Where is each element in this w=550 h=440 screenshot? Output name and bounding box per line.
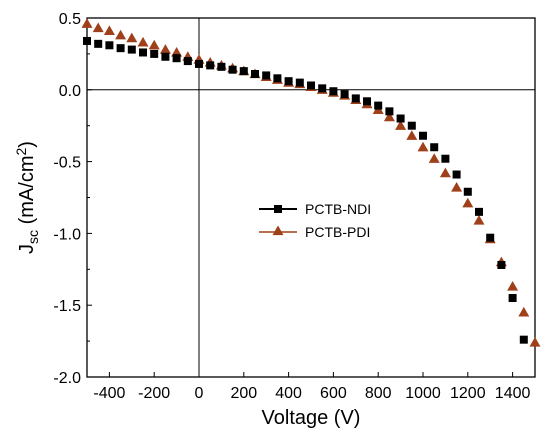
pctb-pdi-point bbox=[451, 182, 462, 192]
y-axis-title-close: ) bbox=[16, 141, 38, 148]
pctb-ndi-point bbox=[240, 67, 248, 75]
y-tick-label: 0.0 bbox=[59, 83, 81, 100]
y-tick-label: -2.0 bbox=[53, 370, 81, 387]
pctb-pdi-point bbox=[518, 307, 529, 317]
pctb-ndi-point bbox=[105, 41, 113, 49]
pctb-ndi-point bbox=[430, 143, 438, 151]
pctb-ndi-point bbox=[139, 48, 147, 56]
pctb-ndi-point bbox=[363, 97, 371, 105]
y-axis-title-main: J bbox=[16, 244, 38, 254]
y-axis-title-unit: (mA/cm bbox=[16, 156, 38, 230]
pctb-ndi-point bbox=[195, 60, 203, 68]
pctb-ndi-point bbox=[161, 53, 169, 61]
pctb-ndi-point bbox=[408, 122, 416, 130]
x-tick-label: -400 bbox=[93, 385, 125, 402]
pctb-ndi-point bbox=[453, 171, 461, 179]
pctb-ndi-point bbox=[173, 54, 181, 62]
x-tick-label: -200 bbox=[138, 385, 170, 402]
pctb-ndi-point bbox=[441, 155, 449, 163]
pctb-ndi-point bbox=[307, 81, 315, 89]
pctb-pdi-point bbox=[160, 44, 171, 54]
y-tick-label: -0.5 bbox=[53, 155, 81, 172]
series-layer bbox=[82, 18, 541, 346]
y-axis-title: Jsc (mA/cm2) bbox=[13, 141, 41, 254]
pctb-ndi-point bbox=[296, 79, 304, 87]
pctb-ndi-point bbox=[475, 208, 483, 216]
x-tick-label: 1400 bbox=[495, 385, 531, 402]
y-axis-title-superscript: 2 bbox=[13, 148, 29, 156]
pctb-ndi-point bbox=[352, 94, 360, 102]
legend-label-pctb-ndi: PCTB-NDI bbox=[305, 201, 371, 217]
x-tick-label: 1000 bbox=[405, 385, 441, 402]
pctb-pdi-point bbox=[474, 215, 485, 225]
pctb-pdi-point bbox=[82, 18, 93, 28]
pctb-ndi-point bbox=[273, 74, 281, 82]
pctb-pdi-point bbox=[93, 23, 104, 33]
y-axis-title-subscript: sc bbox=[25, 230, 41, 244]
y-tick-label: 0.5 bbox=[59, 11, 81, 28]
x-tick-label: 600 bbox=[320, 385, 347, 402]
pctb-ndi-point bbox=[486, 234, 494, 242]
pctb-ndi-point bbox=[217, 63, 225, 71]
pctb-ndi-point bbox=[150, 50, 158, 58]
pctb-pdi-point bbox=[126, 33, 137, 43]
pctb-ndi-point bbox=[509, 294, 517, 302]
pctb-pdi-point bbox=[149, 40, 160, 50]
pctb-pdi-point bbox=[429, 153, 440, 163]
legend: PCTB-NDI PCTB-PDI bbox=[253, 196, 399, 246]
pctb-pdi-point bbox=[440, 168, 451, 178]
legend-marker-pctb-ndi bbox=[274, 205, 282, 213]
x-tick-label: 200 bbox=[230, 385, 257, 402]
pctb-ndi-point bbox=[251, 70, 259, 78]
pctb-pdi-point bbox=[507, 281, 518, 291]
legend-label-pctb-pdi: PCTB-PDI bbox=[305, 224, 370, 240]
x-axis-title: Voltage (V) bbox=[262, 407, 361, 429]
x-tick-label: 0 bbox=[195, 385, 204, 402]
pctb-ndi-point bbox=[184, 57, 192, 65]
pctb-ndi-point bbox=[374, 102, 382, 110]
pctb-ndi-point bbox=[385, 107, 393, 115]
pctb-ndi-point bbox=[206, 61, 214, 69]
y-tick-label: -1.0 bbox=[53, 226, 81, 243]
pctb-ndi-point bbox=[318, 84, 326, 92]
x-tick-label: 400 bbox=[275, 385, 302, 402]
pctb-ndi-point bbox=[464, 188, 472, 196]
x-tick-label: 800 bbox=[365, 385, 392, 402]
pctb-ndi-point bbox=[128, 46, 136, 54]
pctb-ndi-point bbox=[262, 71, 270, 79]
pctb-ndi-point bbox=[341, 90, 349, 98]
pctb-ndi-point bbox=[285, 77, 293, 85]
pctb-pdi-point bbox=[462, 198, 473, 208]
pctb-ndi-point bbox=[117, 44, 125, 52]
pctb-pdi-point bbox=[115, 30, 126, 40]
pctb-ndi-point bbox=[497, 261, 505, 269]
pctb-pdi-point bbox=[104, 25, 115, 35]
pctb-ndi-point bbox=[520, 336, 528, 344]
pctb-pdi-point bbox=[138, 37, 149, 47]
pctb-ndi-point bbox=[397, 115, 405, 123]
pctb-ndi-point bbox=[229, 66, 237, 74]
pctb-pdi-point bbox=[406, 130, 417, 140]
pctb-ndi-point bbox=[419, 132, 427, 140]
pctb-pdi-point bbox=[418, 142, 429, 152]
pctb-ndi-point bbox=[329, 87, 337, 95]
pctb-ndi-point bbox=[94, 40, 102, 48]
y-tick-label: -1.5 bbox=[53, 298, 81, 315]
y-axis-ticks: 0.5 0.0 -0.5 -1.0 -1.5 -2.0 bbox=[53, 11, 92, 387]
series-pctb-pdi bbox=[82, 18, 541, 346]
x-tick-label: 1200 bbox=[450, 385, 486, 402]
pctb-pdi-point bbox=[530, 337, 541, 347]
pctb-ndi-point bbox=[83, 37, 91, 45]
